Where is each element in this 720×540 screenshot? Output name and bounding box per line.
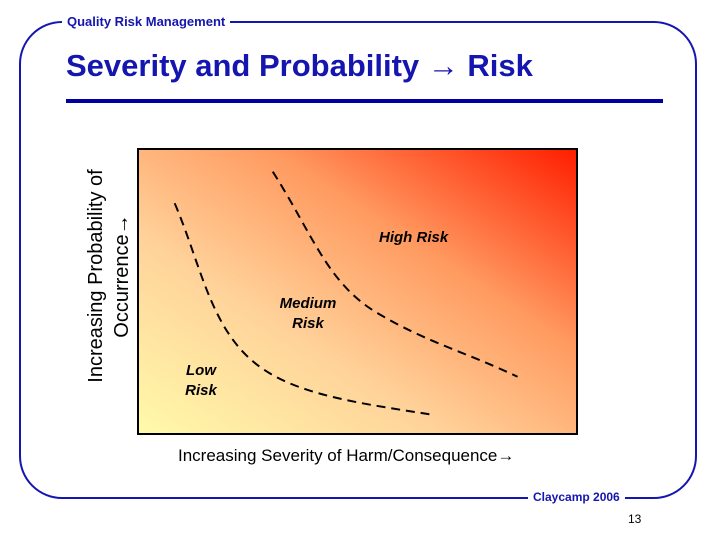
title-end-text: Risk xyxy=(467,48,533,83)
low-risk-boundary-curve xyxy=(173,202,430,416)
header-label: Quality Risk Management xyxy=(62,13,231,31)
x-axis-arrow-icon: → xyxy=(497,446,515,465)
risk-plot-area: High Risk Medium Risk Low Risk xyxy=(137,148,578,435)
y-axis-label: Increasing Probability of Occurrence→ xyxy=(83,111,139,441)
slide-title: Severity and Probability → Risk xyxy=(66,46,533,86)
title-underline xyxy=(66,99,663,103)
title-arrow-icon: → xyxy=(427,48,459,83)
low-risk-label: Low Risk xyxy=(185,362,217,399)
y-axis-label-line1: Increasing Probability of xyxy=(85,169,107,383)
risk-boundary-curves xyxy=(173,171,518,416)
high-risk-boundary-curve xyxy=(271,171,518,378)
medium-risk-label: Medium Risk xyxy=(279,295,337,332)
page-number: 13 xyxy=(628,512,642,526)
y-axis-label-line2: Occurrence→ xyxy=(111,214,133,338)
x-axis-label: Increasing Severity of Harm/Consequence→ xyxy=(178,446,515,465)
y-axis-arrow-icon: → xyxy=(111,214,133,235)
footer-credit: Claycamp 2006 xyxy=(528,488,625,506)
title-text: Severity and Probability xyxy=(66,48,420,83)
high-risk-label: High Risk xyxy=(379,229,449,246)
